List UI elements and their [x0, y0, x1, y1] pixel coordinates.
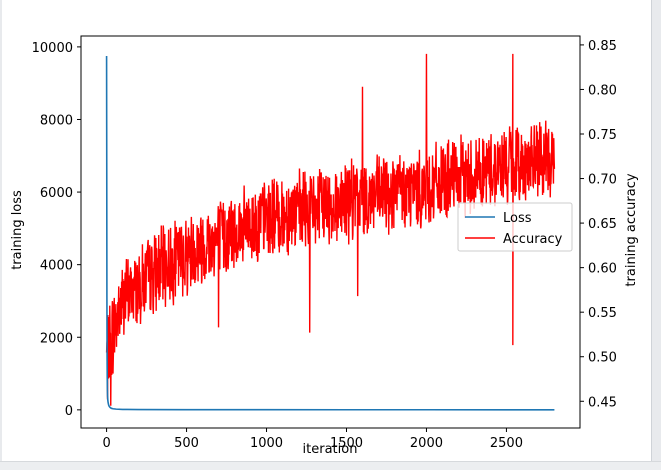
- window-bottom-bar: [0, 461, 661, 470]
- y-left-tick-label: 2000: [40, 331, 73, 346]
- y-left-tick-label: 0: [65, 404, 73, 419]
- y-right-tick-label: 0.55: [588, 306, 617, 321]
- legend: Loss Accuracy: [457, 202, 573, 252]
- y-right-tick-label: 0.65: [588, 217, 617, 232]
- y-left-axis-ticks: 0 2000 4000 6000 8000 10000: [32, 41, 81, 419]
- legend-loss-label: Loss: [503, 211, 532, 226]
- y-left-tick-label: 6000: [40, 186, 73, 201]
- y-right-axis-title: training accuracy: [624, 173, 639, 286]
- x-tick-label: 500: [174, 436, 199, 451]
- loss-series-line: [105, 55, 555, 411]
- x-axis-ticks: 0 500 1000 1500 2000 2500: [102, 428, 523, 451]
- y-left-tick-label: 10000: [32, 41, 73, 56]
- y-right-tick-label: 0.85: [588, 39, 617, 54]
- x-axis-title: iteration: [303, 442, 358, 457]
- y-right-tick-label: 0.60: [588, 262, 617, 277]
- y-left-axis-title: training loss: [10, 190, 25, 270]
- y-right-tick-label: 0.80: [588, 83, 617, 98]
- x-tick-label: 1000: [250, 436, 283, 451]
- y-right-tick-label: 0.75: [588, 128, 617, 143]
- y-right-axis-ticks: 0.45 0.50 0.55 0.60 0.65 0.70 0.75 0.80 0.85: [580, 39, 617, 410]
- x-tick-label: 2500: [490, 436, 523, 451]
- legend-box: [457, 202, 573, 252]
- y-right-tick-label: 0.50: [588, 351, 617, 366]
- window-right-scroll-strip: [651, 0, 661, 469]
- y-right-tick-label: 0.45: [588, 395, 617, 410]
- x-tick-label: 1500: [330, 436, 363, 451]
- y-left-tick-label: 4000: [40, 259, 73, 274]
- window-left-border: [0, 0, 2, 469]
- plot-area-frame: [80, 35, 581, 429]
- y-right-tick-label: 0.70: [588, 173, 617, 188]
- x-tick-label: 0: [102, 436, 110, 451]
- accuracy-series-line: [105, 53, 556, 406]
- legend-accuracy-label: Accuracy: [503, 232, 563, 247]
- x-tick-label: 2000: [410, 436, 443, 451]
- y-left-tick-label: 8000: [40, 113, 73, 128]
